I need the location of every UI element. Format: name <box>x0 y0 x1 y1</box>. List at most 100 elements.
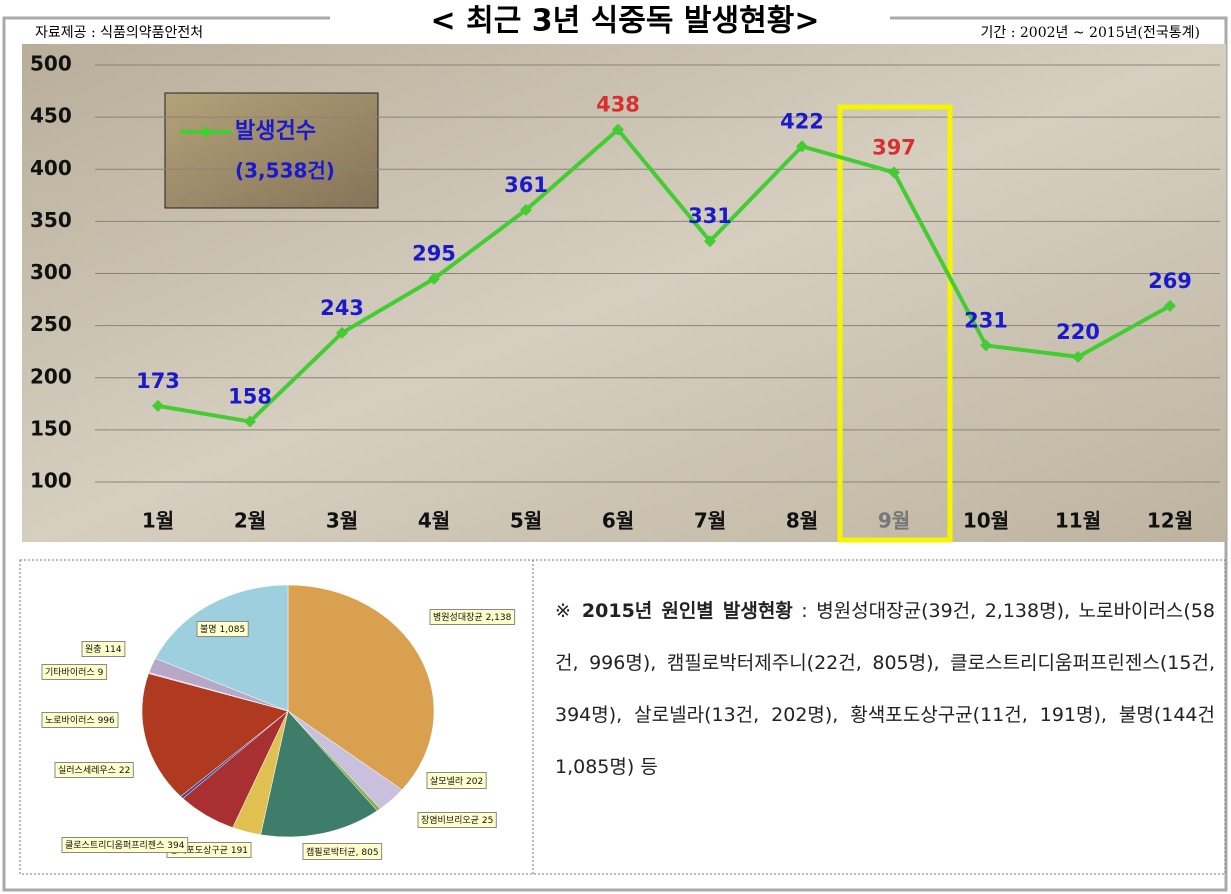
pie-label-box <box>417 812 497 828</box>
x-tick-label: 11월 <box>1055 509 1101 533</box>
pie-label-box <box>196 621 249 637</box>
source: 자료제공 : 식품의약품안전처 <box>35 25 203 41</box>
pie-label-text: 불명 1,085 <box>200 624 245 635</box>
y-tick-label: 150 <box>30 416 72 440</box>
pie-label-text: 살모넬라 202 <box>430 775 483 787</box>
pie-category: 클로스트리디움퍼프리젠스 <box>65 840 164 851</box>
note-text: : 병원성대장균(39건, 2,138명), 노로바이러스(58건, 996명)… <box>555 600 1216 778</box>
y-tick-label: 450 <box>30 104 72 128</box>
pie-category: 장염비브리오균 <box>421 815 479 826</box>
pie-category: 기타바이러스 <box>45 667 95 678</box>
y-tick-label: 500 <box>30 52 72 76</box>
y-tick-label: 100 <box>30 469 72 493</box>
pie-value-label: 114 <box>104 645 121 655</box>
pie-label-text: 실러스세레우스 22 <box>58 765 130 776</box>
pie-label: 병원성대장균 2,138 <box>429 609 516 625</box>
x-tick-label: 1월 <box>142 509 174 533</box>
pie-label-box <box>54 762 134 778</box>
pie-label-box <box>41 712 119 728</box>
point <box>428 272 440 285</box>
legend-subtitle: (3,538건) <box>235 159 335 183</box>
pie-value-label: 202 <box>466 777 483 787</box>
pie-slice <box>287 584 435 791</box>
value-label: 295 <box>412 242 456 266</box>
pie-label-box <box>81 641 126 657</box>
pie-label-box <box>429 609 516 625</box>
pie-label: 노로바이러스 996 <box>41 712 119 728</box>
pie-label: 클로스트리디움퍼프리젠스 394 <box>61 837 189 853</box>
pie-category: 살모넬라 <box>430 775 464 787</box>
pie-category: 황색포도상구균 <box>170 845 228 856</box>
value-label: 438 <box>596 93 640 117</box>
pie-label-text: 클로스트리디움퍼프리젠스 394 <box>65 840 185 851</box>
pie-value-label: 394 <box>167 841 184 851</box>
pie-value-label: 996 <box>98 716 115 726</box>
y-tick-label: 300 <box>30 260 72 284</box>
pie-slice <box>154 584 289 712</box>
value-label: 269 <box>1148 269 1192 293</box>
pie-label-text: 노로바이러스 996 <box>45 715 115 726</box>
legend-marker <box>200 126 212 138</box>
point <box>336 326 348 339</box>
note: ※ 2015년 원인별 발생현황 : 병원성대장균(39건, 2,138명), … <box>555 585 1215 793</box>
pie-label-text: 장염비브리오균 25 <box>421 815 493 826</box>
value-label: 422 <box>780 109 824 133</box>
x-tick-label: 9월 <box>878 509 910 533</box>
pie-category: 캠필로박터균, <box>306 846 359 858</box>
value-label: 158 <box>228 385 272 409</box>
value-label: 220 <box>1056 320 1100 344</box>
note-symbol: ※ <box>555 600 574 622</box>
x-tick-label: 4월 <box>418 509 450 533</box>
point <box>980 339 992 352</box>
point <box>520 203 532 216</box>
x-tick-label: 5월 <box>510 509 542 533</box>
pie-label: 살모넬라 202 <box>426 772 487 789</box>
legend-label: 발생건수 <box>235 119 316 144</box>
point <box>796 140 808 153</box>
pie-label-text: 병원성대장균 2,138 <box>433 612 512 623</box>
pie-label-text: 캠필로박터균, 805 <box>306 846 379 858</box>
y-tick-label: 350 <box>30 208 72 232</box>
x-tick-label: 10월 <box>963 509 1009 533</box>
y-tick-label: 250 <box>30 312 72 336</box>
point <box>612 123 624 136</box>
point <box>244 415 256 428</box>
pie-value-label: 1,085 <box>219 625 245 635</box>
pie-slice <box>141 673 289 797</box>
point <box>888 166 900 179</box>
value-label: 243 <box>320 296 364 320</box>
pie-label-text: 황색포도상구균 191 <box>170 845 248 856</box>
value-label: 331 <box>688 204 732 228</box>
bottom-box <box>19 559 1226 875</box>
legend-box <box>164 92 379 209</box>
x-tick-label: 6월 <box>602 509 634 533</box>
pie-label-box <box>41 664 108 680</box>
pie-label-box <box>426 772 487 789</box>
y-tick-label: 200 <box>30 364 72 388</box>
pie-value-label: 191 <box>231 846 248 856</box>
pie-label-text: 기타바이러스 9 <box>45 667 104 678</box>
highlight-box <box>837 104 953 543</box>
pie-value-label: 25 <box>482 816 493 826</box>
pie-label: 기타바이러스 9 <box>41 664 108 680</box>
pie-value-label: 9 <box>98 668 104 678</box>
x-tick-label: 7월 <box>694 509 726 533</box>
pie-category: 불명 <box>200 624 217 635</box>
pie-value-label: 2,138 <box>486 613 512 623</box>
title-bg <box>330 8 890 34</box>
pie-category: 노로바이러스 <box>45 715 95 726</box>
pie-label: 원충 114 <box>81 641 126 657</box>
x-tick-label: 3월 <box>326 509 358 533</box>
point <box>704 235 716 248</box>
point <box>1072 350 1084 363</box>
pie-label-text: 원충 114 <box>85 644 122 655</box>
pie-label: 실러스세레우스 22 <box>54 762 134 778</box>
y-tick-label: 400 <box>30 156 72 180</box>
x-tick-label: 12월 <box>1147 509 1193 533</box>
pie-value-label: 805 <box>361 848 378 858</box>
pie-label: 불명 1,085 <box>196 621 249 637</box>
value-label: 173 <box>136 369 180 393</box>
pie-slice <box>260 710 378 838</box>
